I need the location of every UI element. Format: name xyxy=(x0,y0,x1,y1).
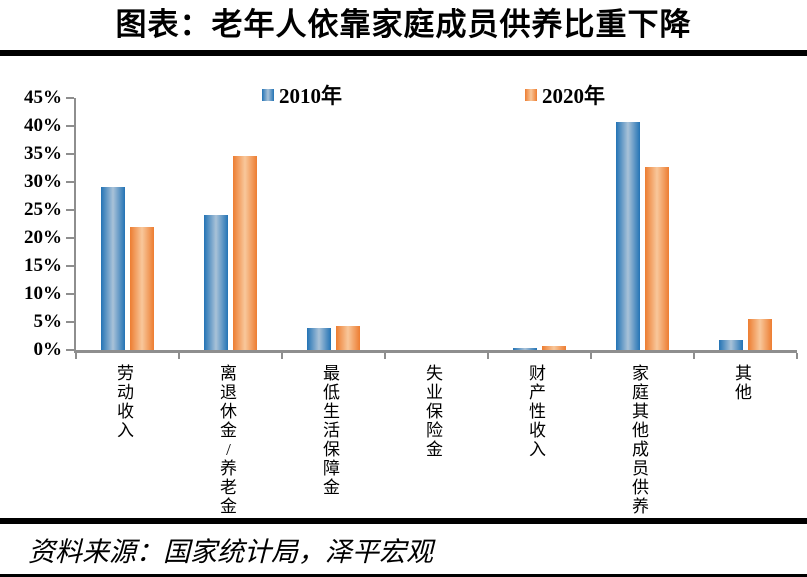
y-tick-label: 45% xyxy=(24,87,62,108)
legend-item-2020: 2020年 xyxy=(525,84,605,108)
bar-group xyxy=(385,98,488,350)
x-category-label: 最 低 生 活 保 障 金 xyxy=(323,364,340,497)
y-tick-mark xyxy=(66,153,74,155)
y-axis: 0% 5% 10% 15% 20% 25% 30% 35% 40% 45% xyxy=(0,87,63,360)
footer-divider xyxy=(0,518,807,524)
bar-2020年-2 xyxy=(233,156,257,350)
bar-group xyxy=(591,98,694,350)
x-tick-mark xyxy=(487,353,489,359)
y-tick-mark xyxy=(66,125,74,127)
y-tick-label: 20% xyxy=(24,227,62,248)
bar-2010年-1 xyxy=(101,187,125,350)
y-tick-label: 15% xyxy=(24,255,62,276)
legend-item-2010: 2010年 xyxy=(262,84,342,108)
page-title: 图表：老年人依靠家庭成员供养比重下降 xyxy=(115,7,692,42)
y-tick-label: 5% xyxy=(33,311,63,332)
x-tick-mark xyxy=(384,353,386,359)
source-note: 资料来源：国家统计局，泽平宏观 xyxy=(28,537,433,567)
y-tick-mark xyxy=(66,321,74,323)
x-tick-mark xyxy=(590,353,592,359)
bars-container xyxy=(76,98,797,350)
y-tick-mark xyxy=(66,209,74,211)
x-category-label: 失 业 保 险 金 xyxy=(426,364,443,459)
y-tick-label: 40% xyxy=(24,115,62,136)
y-tick-mark xyxy=(66,97,74,99)
x-tick-mark xyxy=(796,353,798,359)
x-category-label: 劳 动 收 入 xyxy=(117,364,134,440)
x-category-label: 财 产 性 收 入 xyxy=(529,364,546,459)
x-tick-mark xyxy=(281,353,283,359)
bar-group xyxy=(76,98,179,350)
title-divider xyxy=(0,50,807,56)
y-tick-mark xyxy=(66,181,74,183)
y-tick-label: 0% xyxy=(33,339,63,360)
bar-2010年-3 xyxy=(307,328,331,350)
bottom-border xyxy=(0,574,807,577)
y-tick-mark xyxy=(66,349,74,351)
x-axis-line xyxy=(74,350,797,353)
legend-label-2020: 2020年 xyxy=(542,84,605,108)
y-tick-mark xyxy=(66,265,74,267)
x-category-label: 其 他 xyxy=(735,364,752,402)
bar-2020年-6 xyxy=(645,167,669,350)
bar-2020年-7 xyxy=(748,319,772,350)
y-tick-mark xyxy=(66,237,74,239)
x-category-label: 家 庭 其 他 成 员 供 养 xyxy=(632,364,649,516)
y-tick-label: 10% xyxy=(24,283,62,304)
bar-2010年-5 xyxy=(513,348,537,350)
bar-2020年-3 xyxy=(336,326,360,350)
y-tick-label: 35% xyxy=(24,143,62,164)
bar-group xyxy=(694,98,797,350)
y-tick-mark xyxy=(66,293,74,295)
bar-2020年-1 xyxy=(130,227,154,350)
bar-chart: 2010年 2020年 0% 5% 10% 15% 20% 25% 30% 35% 40% 45%… xyxy=(0,56,807,518)
y-tick-label: 30% xyxy=(24,171,62,192)
bar-group xyxy=(179,98,282,350)
x-axis-labels: 劳 动 收 入 离 退 休 金 / 养 老 金 最 低 生 活 保 障 金 失 业 保… xyxy=(74,364,795,516)
plot-area xyxy=(66,97,798,359)
x-tick-mark xyxy=(693,353,695,359)
bar-group xyxy=(282,98,385,350)
bar-2010年-2 xyxy=(204,215,228,350)
bar-2010年-7 xyxy=(719,340,743,350)
x-category-label: 离 退 休 金 / 养 老 金 xyxy=(220,364,237,516)
x-tick-mark xyxy=(178,353,180,359)
bar-2020年-5 xyxy=(542,346,566,350)
legend-label-2010: 2010年 xyxy=(279,84,342,108)
x-tick-mark xyxy=(75,353,77,359)
legend-swatch-2010 xyxy=(262,89,274,101)
bar-group xyxy=(488,98,591,350)
y-tick-label: 25% xyxy=(24,199,62,220)
bar-2010年-6 xyxy=(616,122,640,350)
legend-swatch-2020 xyxy=(525,89,537,101)
